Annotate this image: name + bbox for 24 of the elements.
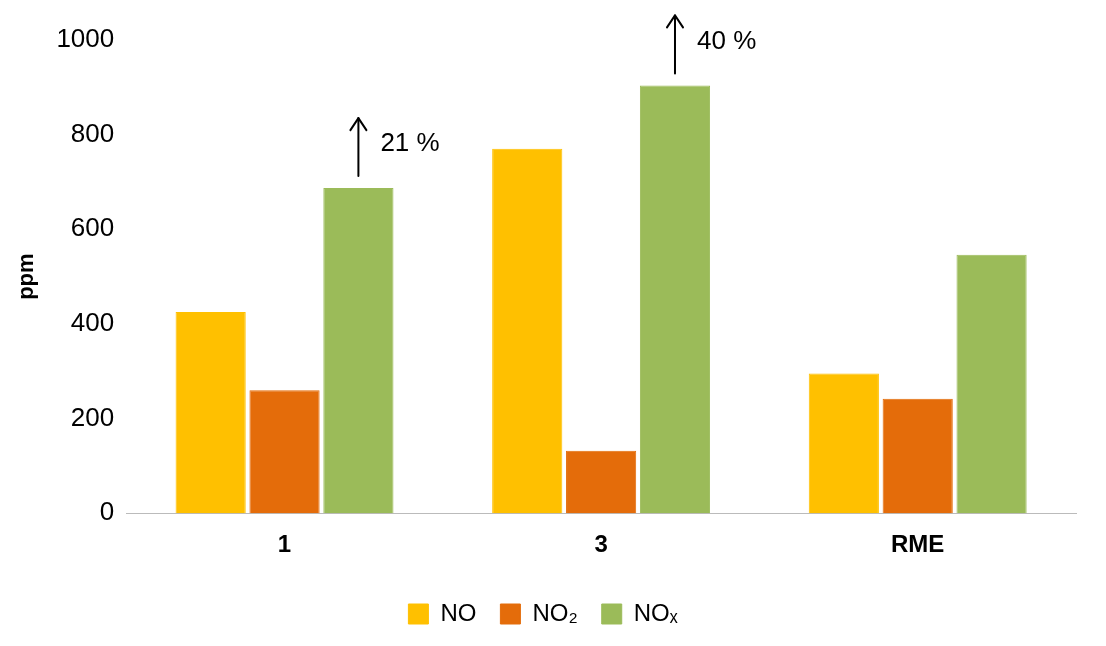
x-tick-label: RME [891, 530, 945, 558]
bar [808, 373, 879, 514]
bar [566, 450, 637, 514]
legend-label: NOₓ [633, 598, 678, 626]
x-tick-label: 3 [594, 530, 608, 558]
y-tick-label: 200 [70, 401, 115, 432]
legend-label: NO₂ [532, 598, 578, 626]
bar [639, 85, 711, 514]
bar [175, 312, 246, 514]
y-axis-title: ppm [13, 253, 39, 300]
y-tick-label: 800 [70, 117, 115, 148]
bar [956, 254, 1027, 514]
y-tick-label: 600 [70, 212, 115, 243]
bar [323, 188, 394, 514]
bar [882, 398, 953, 514]
bar [492, 148, 563, 514]
x-tick-label: 1 [277, 530, 292, 558]
annotation: 40 % [696, 24, 757, 55]
y-tick-label: 400 [70, 307, 115, 338]
annotation: 21 % [380, 127, 440, 158]
legend-label: NO [440, 598, 477, 626]
bar [249, 390, 320, 514]
y-tick-label: 0 [99, 496, 115, 527]
y-tick-label: 1000 [56, 23, 115, 54]
